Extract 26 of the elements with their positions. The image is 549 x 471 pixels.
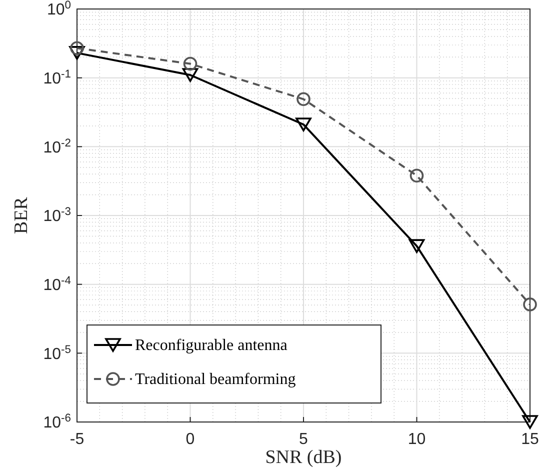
y-tick-label: 10$^{-1}$: [43, 68, 71, 88]
x-axis-title: SNR (dB): [265, 447, 342, 468]
y-tick-label: 10$^{-2}$: [43, 137, 71, 156]
y-tick-label: 10$^{-5}$: [43, 344, 71, 363]
point: [522, 415, 538, 429]
point: [523, 298, 537, 312]
point: [182, 68, 198, 82]
x-tick-label: 0: [186, 431, 195, 448]
x-tick-label: -5: [70, 431, 84, 448]
x-tick-label: 10: [408, 431, 426, 448]
x-tick-label: 5: [299, 431, 308, 448]
legend-label: Reconfigurable antenna: [135, 336, 288, 354]
y-tick-label: 10$^{0}$: [46, 0, 71, 19]
point: [410, 168, 424, 182]
point: [296, 118, 312, 132]
point: [70, 41, 84, 56]
legend-label: Traditional beamforming: [135, 370, 296, 388]
y-tick-label: 10$^{-4}$: [43, 274, 71, 294]
point: [183, 56, 198, 71]
x-tick-label: 15: [521, 431, 539, 448]
point: [296, 92, 310, 106]
y-tick-label: 10$^{-3}$: [43, 206, 71, 226]
y-tick-label: 10$^{-6}$: [43, 412, 71, 432]
y-axis-title: BER: [11, 196, 32, 234]
point: [69, 46, 85, 60]
point: [408, 239, 425, 253]
